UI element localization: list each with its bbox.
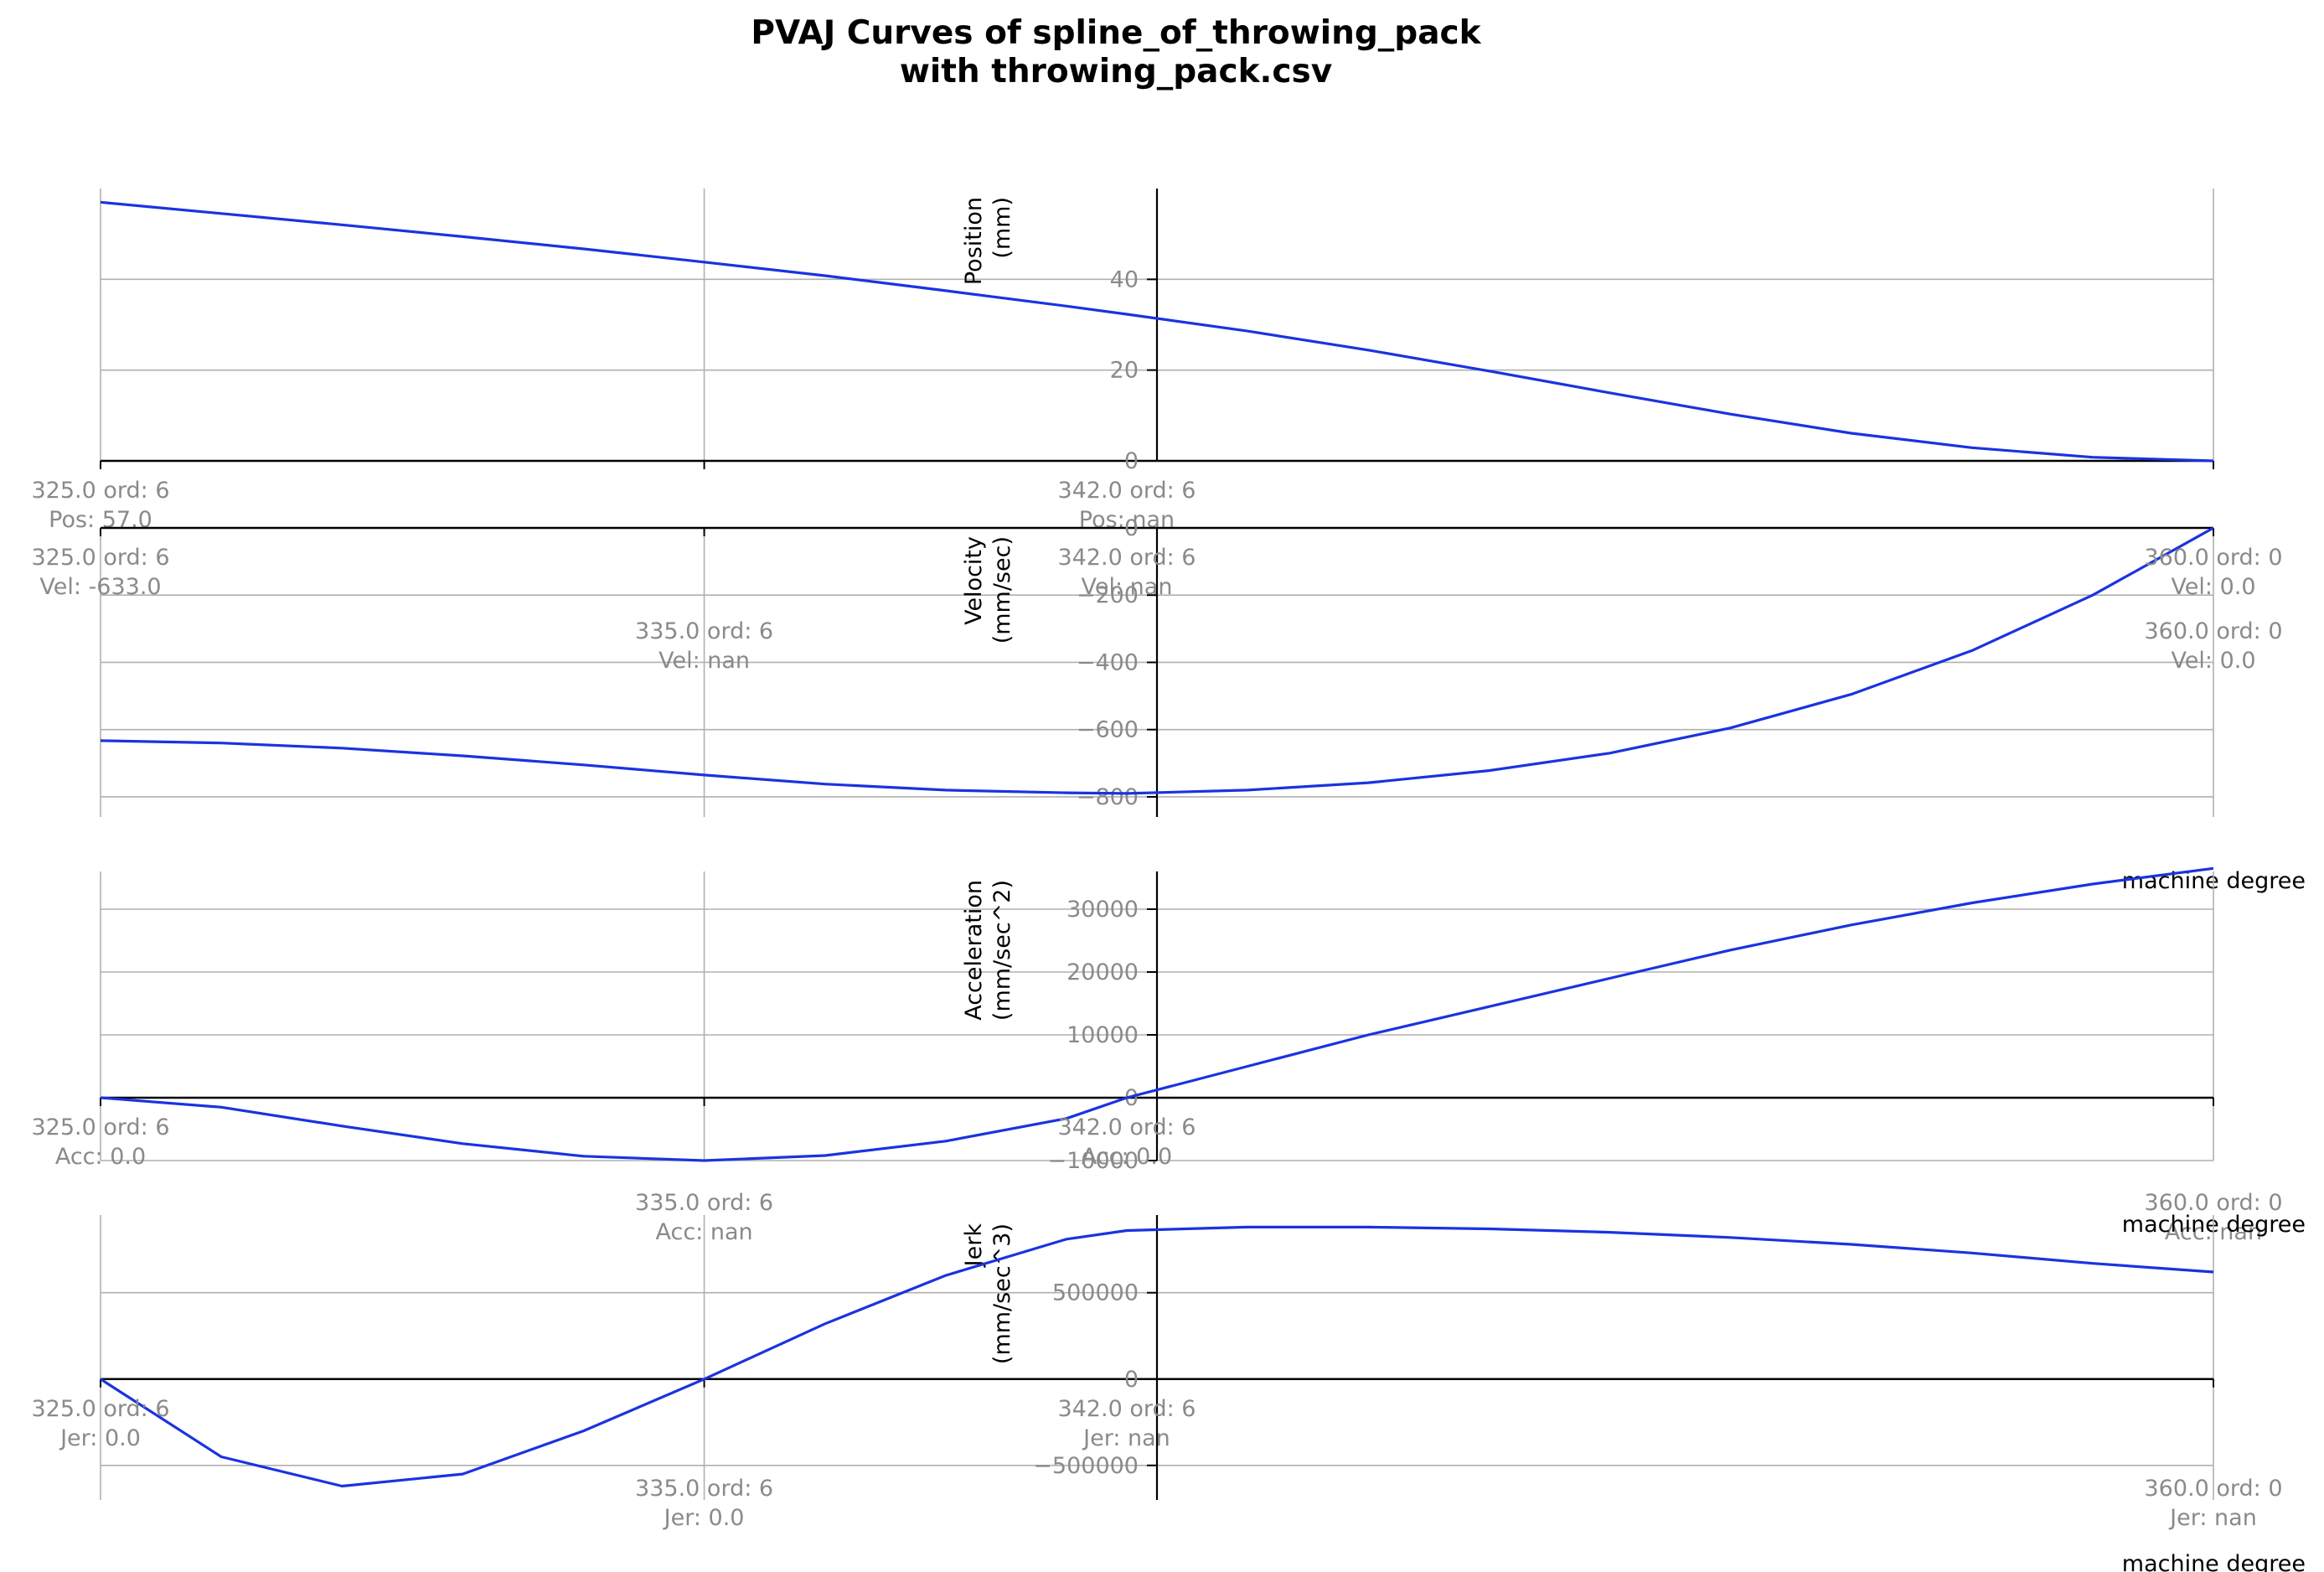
point-annotation-line: 342.0 ord: 6: [1057, 545, 1196, 571]
point-annotation-line: 335.0 ord: 6: [635, 618, 773, 644]
point-annotation-line: 335.0 ord: 6: [635, 1190, 773, 1216]
point-annotation-line: Vel: nan: [658, 648, 750, 674]
chart-title-line2: with throwing_pack.csv: [900, 53, 1332, 90]
point-annotation: 360.0 ord: 0 Vel: 0.0: [2144, 545, 2282, 600]
subplot-4: −500000 0 500000 Jerk (mm/sec^3) 325.0 ord: 6…: [31, 1215, 2306, 1572]
y-tick-label: −600: [1077, 717, 1139, 743]
point-annotation-line: 325.0 ord: 6: [31, 545, 169, 571]
point-annotation-line: Vel: -633.0: [39, 574, 161, 600]
y-axis-label-line2: (mm/sec^2): [989, 880, 1015, 1021]
point-annotation-line: 325.0 ord: 6: [31, 1396, 169, 1422]
point-annotation-line: Jer: nan: [2168, 1505, 2257, 1531]
y-axis-label-line2: (mm): [989, 197, 1015, 259]
subplot-3: −10000 0 10000 20000 30000 Acceleration (mm/se…: [31, 866, 2306, 1245]
y-axis-label: Jerk (mm/sec^3): [961, 1223, 1015, 1364]
point-annotation: 342.0 ord: 6 Vel: nan: [1057, 545, 1196, 600]
point-annotation-line: Vel: 0.0: [2171, 648, 2255, 674]
point-annotation-line: Acc: 0.0: [55, 1144, 146, 1170]
y-axis-label: Velocity (mm/sec): [961, 536, 1015, 644]
data-curve: [100, 200, 2214, 463]
point-annotation: 325.0 ord: 6 Vel: -633.0: [31, 545, 169, 600]
point-annotation-line: 360.0 ord: 0: [2144, 1190, 2282, 1216]
y-tick-label: 20000: [1066, 959, 1139, 985]
chart-title-line1: PVAJ Curves of spline_of_throwing_pack: [751, 14, 1481, 52]
point-annotation: 342.0 ord: 6 Jer: nan: [1057, 1396, 1196, 1451]
point-annotation: 342.0 ord: 6 Acc: 0.0: [1057, 1114, 1196, 1170]
y-tick-label: 0: [1124, 515, 1139, 541]
point-annotation-line: 335.0 ord: 6: [635, 1476, 773, 1502]
point-annotation: 325.0 ord: 6 Pos: 57.0: [31, 478, 169, 533]
point-annotation: 360.0 ord: 0 Jer: nan: [2144, 1476, 2282, 1531]
y-axis-label-line1: Velocity: [961, 536, 987, 625]
data-curve: [100, 526, 2214, 795]
y-axis-label-line2: (mm/sec): [989, 536, 1015, 644]
point-annotation-line: 325.0 ord: 6: [31, 478, 169, 504]
y-axis-label-line1: Position: [961, 197, 987, 285]
y-axis-label: Position (mm): [961, 197, 1015, 285]
x-axis-label: machine degree: [2122, 1551, 2306, 1572]
point-annotation-line: 360.0 ord: 0: [2144, 1476, 2282, 1502]
y-tick-label: −400: [1077, 649, 1139, 675]
data-curve: [100, 866, 2214, 1162]
point-annotation-line: 342.0 ord: 6: [1057, 1114, 1196, 1140]
subplot-1: 0 20 40 Position (mm) 325.0 ord: 6 Pos: 57.0 34…: [31, 189, 2214, 533]
point-annotation-line: 342.0 ord: 6: [1057, 478, 1196, 504]
point-annotation-line: 325.0 ord: 6: [31, 1114, 169, 1140]
y-tick-label: 20: [1110, 358, 1139, 384]
point-annotation-line: 360.0 ord: 0: [2144, 618, 2282, 644]
point-annotation-line: 360.0 ord: 0: [2144, 545, 2282, 571]
point-annotation: 325.0 ord: 6 Acc: 0.0: [31, 1114, 169, 1170]
y-tick-label: 0: [1124, 1085, 1139, 1111]
subplots: 0 20 40 Position (mm) 325.0 ord: 6 Pos: 57.0 34…: [31, 189, 2306, 1572]
y-axis-label-line1: Jerk: [961, 1223, 987, 1269]
point-annotation-line: Jer: 0.0: [663, 1505, 745, 1531]
point-annotation: 335.0 ord: 6 Vel: nan: [635, 618, 773, 674]
point-annotation-line: 342.0 ord: 6: [1057, 1396, 1196, 1422]
y-tick-label: 30000: [1066, 897, 1139, 923]
y-axis-label-line2: (mm/sec^3): [989, 1223, 1015, 1364]
point-annotation: 335.0 ord: 6 Jer: 0.0: [635, 1476, 773, 1531]
point-annotation-line: Vel: 0.0: [2171, 574, 2255, 600]
y-tick-label: 500000: [1052, 1280, 1139, 1306]
point-annotation: 325.0 ord: 6 Jer: 0.0: [31, 1396, 169, 1451]
y-tick-label: −200: [1077, 582, 1139, 608]
subplot-2: −800 −600 −400 −200 0 Velocity (mm/sec) 325.0 o…: [31, 515, 2306, 894]
data-curve: [100, 1225, 2214, 1488]
point-annotation-line: Acc: 0.0: [1082, 1144, 1172, 1170]
point-annotation-line: Jer: nan: [1082, 1425, 1170, 1451]
y-axis-label-line1: Acceleration: [961, 880, 987, 1021]
y-tick-label: 10000: [1066, 1022, 1139, 1048]
y-tick-label: 0: [1124, 448, 1139, 474]
y-tick-label: 0: [1124, 1367, 1139, 1393]
point-annotation-line: Vel: nan: [1082, 574, 1173, 600]
y-tick-label: −800: [1077, 784, 1139, 810]
point-annotation: 360.0 ord: 0 Vel: 0.0: [2144, 618, 2282, 674]
y-axis-label: Acceleration (mm/sec^2): [961, 880, 1015, 1021]
y-tick-label: −10000: [1047, 1148, 1139, 1174]
y-tick-label: 40: [1110, 266, 1139, 292]
point-annotation-line: Jer: 0.0: [59, 1425, 141, 1451]
y-tick-label: −500000: [1033, 1453, 1139, 1479]
